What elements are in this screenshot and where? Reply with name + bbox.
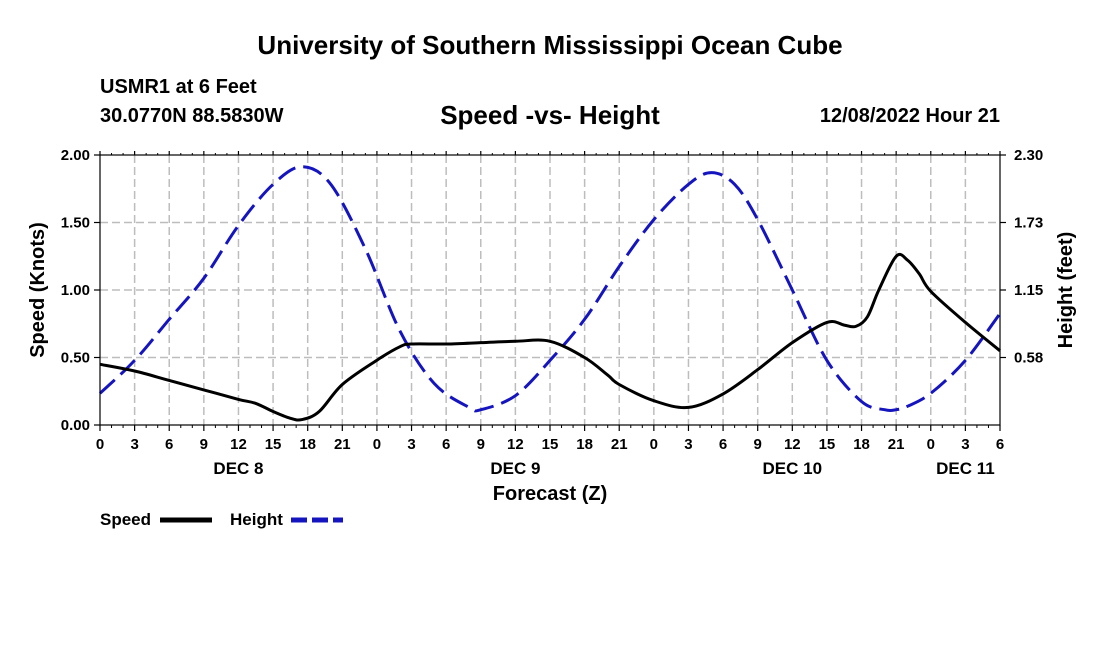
x-tick-label: 18 [576,436,593,453]
x-tick-label: 6 [996,436,1004,453]
x-tick-label: 0 [373,436,381,453]
y-left-tick-label: 1.50 [61,215,90,232]
x-tick-label: 9 [477,436,485,453]
x-tick-label: 3 [684,436,692,453]
y-right-tick-label: 2.30 [1014,147,1043,164]
coordinates-label: 30.0770N 88.5830W [100,105,284,127]
x-tick-label: 6 [442,436,450,453]
series-layer [98,165,1002,422]
legend-label-height: Height [230,510,283,529]
x-tick-label: 15 [542,436,559,453]
y-left-tick-label: 0.00 [61,417,90,434]
axes: 0 3 6 9 12 15 18 21 0 3 6 9 12 15 18 21 0 3 6 9 12 15 18 21 0 3 6D… [61,147,1043,478]
series-line-speed [99,252,1001,422]
station-label: USMR1 at 6 Feet [100,76,257,98]
x-tick-label: 3 [130,436,138,453]
chart-title-top: University of Southern Mississippi Ocean… [257,30,843,60]
y-right-tick-label: 1.15 [1014,282,1043,299]
x-tick-label: 18 [299,436,316,453]
day-label: DEC 11 [936,459,995,478]
y-left-tick-label: 1.00 [61,282,90,299]
y-left-tick-label: 2.00 [61,147,90,164]
x-tick-label: 12 [230,436,247,453]
day-label: DEC 9 [490,459,540,478]
x-tick-label: 0 [96,436,104,453]
grid-lines [100,155,1000,425]
x-tick-label: 21 [334,436,351,453]
y-left-tick-label: 0.50 [61,350,90,367]
x-tick-label: 15 [819,436,836,453]
legend-label-speed: Speed [100,510,151,529]
x-axis-label: Forecast (Z) [493,483,607,505]
x-tick-label: 9 [200,436,208,453]
x-tick-label: 21 [611,436,628,453]
x-tick-label: 12 [784,436,801,453]
y-axis-right-label: Height (feet) [1055,232,1077,349]
x-tick-label: 15 [265,436,282,453]
series-line-height [98,165,1002,413]
day-label: DEC 10 [763,459,823,478]
x-tick-label: 12 [507,436,524,453]
x-tick-label: 3 [407,436,415,453]
x-tick-label: 21 [888,436,905,453]
x-tick-label: 6 [165,436,173,453]
y-right-tick-label: 0.58 [1014,350,1043,367]
x-tick-label: 9 [754,436,762,453]
day-label: DEC 8 [213,459,263,478]
x-tick-label: 0 [927,436,935,453]
y-right-tick-label: 1.73 [1014,215,1043,232]
x-tick-label: 0 [650,436,658,453]
legend: Speed Height [100,510,343,529]
datetime-label: 12/08/2022 Hour 21 [819,105,1000,127]
x-tick-label: 18 [853,436,870,453]
y-axis-left-label: Speed (Knots) [27,222,49,358]
x-tick-label: 3 [961,436,969,453]
x-tick-label: 6 [719,436,727,453]
chart-subtitle: Speed -vs- Height [440,100,660,130]
